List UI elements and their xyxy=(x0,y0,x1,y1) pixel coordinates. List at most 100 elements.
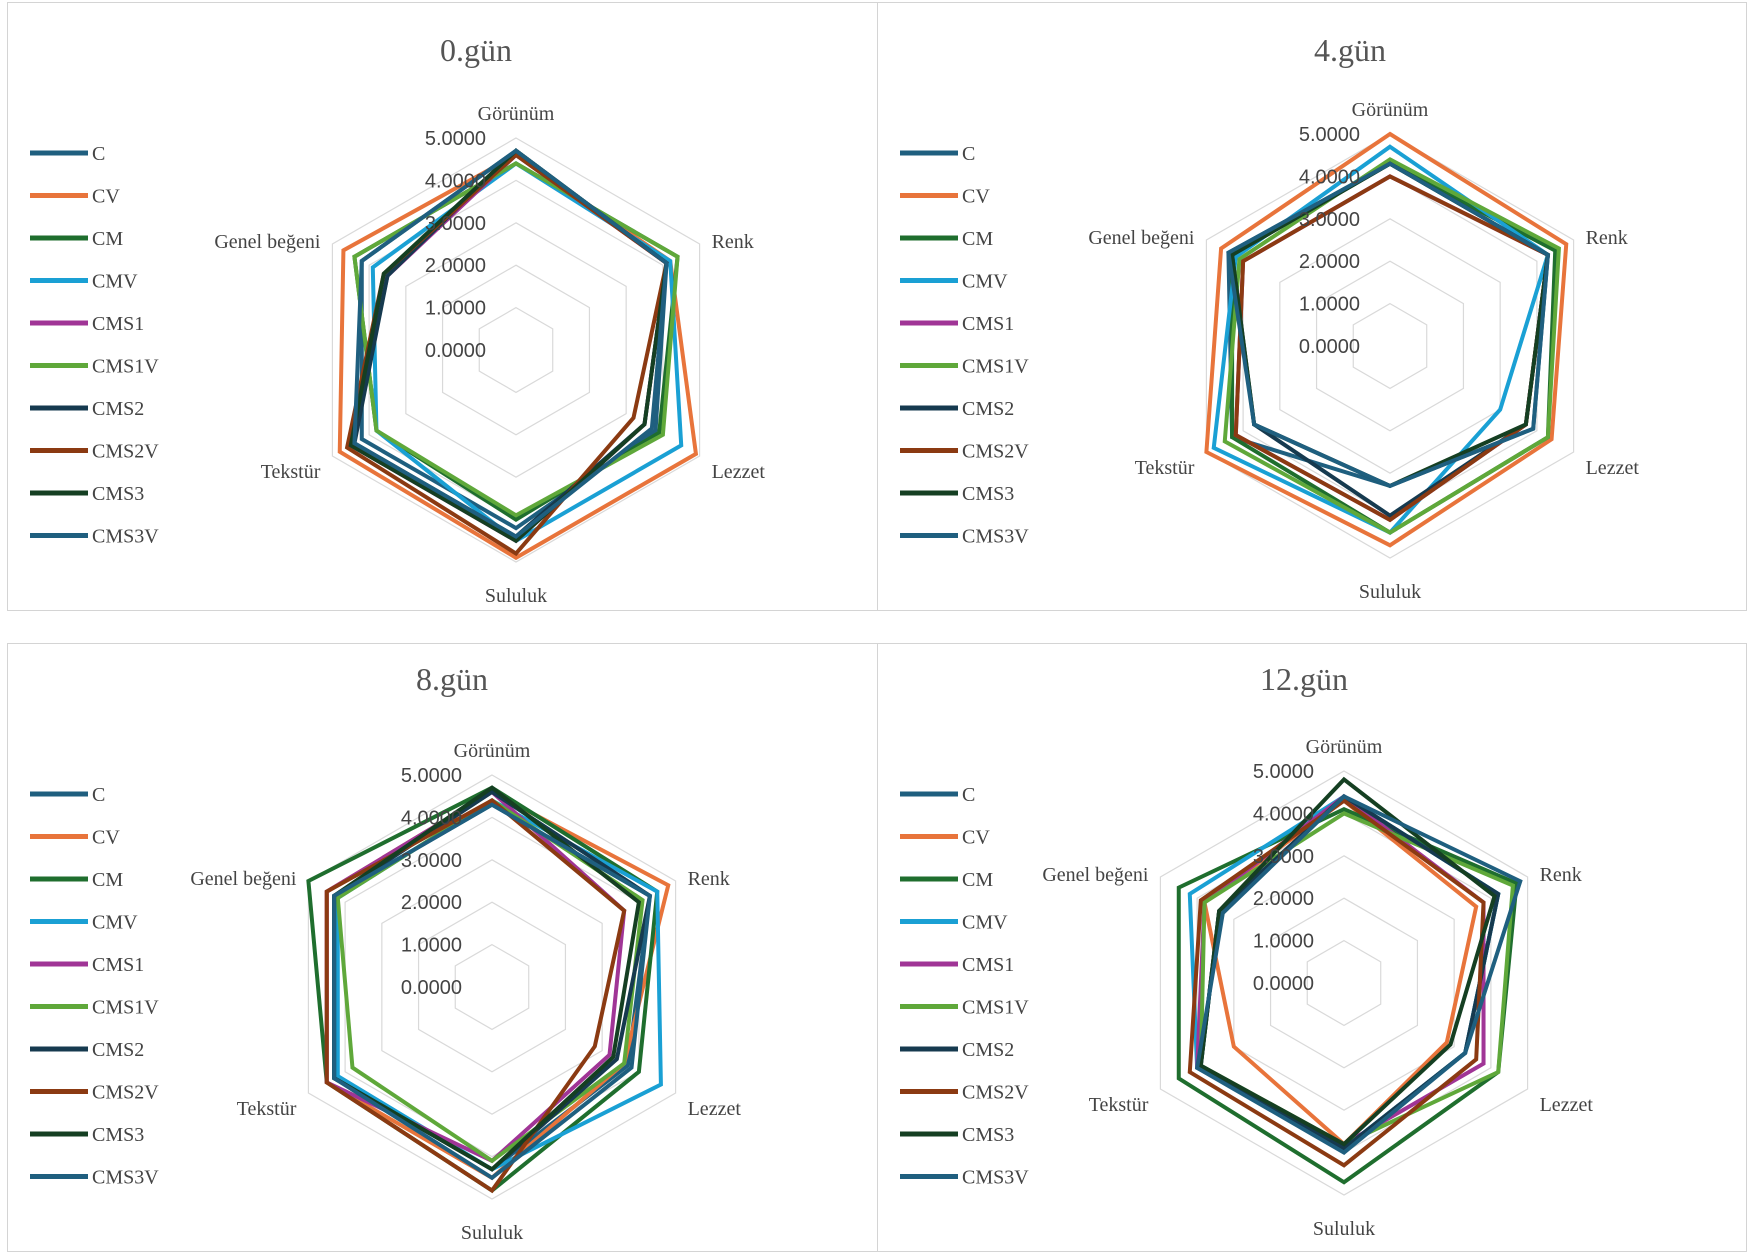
grid-ring xyxy=(1315,260,1465,432)
tick-label: 5.0000 xyxy=(401,765,462,787)
axis-label: Lezzet xyxy=(1540,1094,1594,1116)
series-cm xyxy=(1176,806,1519,1185)
legend-item: CMS3 xyxy=(92,483,144,505)
axis-label: Genel beğeni xyxy=(214,231,321,253)
radar-chart-day4: 4.gün 0.0000 1.0000 2.0000 3.0000 4.0000 5.000… xyxy=(900,32,1640,603)
grid-ring xyxy=(478,306,554,394)
radar-series xyxy=(1176,776,1523,1185)
radar-grid xyxy=(307,774,677,1200)
radar-grid xyxy=(331,137,701,563)
legend-item: CMV xyxy=(962,912,1008,934)
grid-ring xyxy=(1205,133,1575,559)
tick-label: 1.0000 xyxy=(425,298,486,320)
tick-label: 2.0000 xyxy=(401,892,462,914)
grid-ring xyxy=(1233,855,1455,1111)
tick-label: 2.0000 xyxy=(1253,888,1314,910)
legend-item: CMS2V xyxy=(92,1082,159,1104)
legend-item: CMS2 xyxy=(962,398,1014,420)
axis-label: Sululuk xyxy=(461,1222,523,1244)
tick-label: 1.0000 xyxy=(401,935,462,957)
tick-label: 3.0000 xyxy=(401,850,462,872)
radar-chart-day8: 8.gün 0.0000 1.0000 2.0000 3.0000 4.0000 5.000… xyxy=(30,661,742,1244)
grid-ring xyxy=(1352,302,1428,390)
legend-item: CV xyxy=(92,186,120,208)
tick-label: 4.0000 xyxy=(425,170,486,192)
chart-panel-day0: 0.gün 0.0000 1.0000 2.0000 3.0000 4.0000 5.000… xyxy=(7,2,879,611)
grid-ring xyxy=(1279,218,1501,474)
legend-item: C xyxy=(962,143,975,165)
legend-item: C xyxy=(92,784,105,806)
tick-label: 4.0000 xyxy=(1299,166,1360,188)
legend-item: CMS3V xyxy=(92,526,159,548)
tick-label: 5.0000 xyxy=(1253,761,1314,783)
radar-chart-day0: 0.gün 0.0000 1.0000 2.0000 3.0000 4.0000 5.000… xyxy=(30,32,766,607)
legend-item: CMS2 xyxy=(92,398,144,420)
tick-label: 1.0000 xyxy=(1299,294,1360,316)
legend: C CV CM CMV CMS1 CMS1V CMS2 CMS2V CMS3 CMS3V xyxy=(900,784,1029,1189)
radar-grid xyxy=(1159,770,1529,1196)
tick-label: 5.0000 xyxy=(1299,124,1360,146)
chart-title: 0.gün xyxy=(440,32,512,68)
grid-ring xyxy=(307,774,677,1200)
legend-item: CMS3V xyxy=(962,1167,1029,1189)
axis-label: Sululuk xyxy=(485,585,547,607)
tick-label: 0.0000 xyxy=(1253,973,1314,995)
series-cv xyxy=(337,152,699,561)
legend-item: CMS2V xyxy=(92,441,159,463)
tick-label: 2.0000 xyxy=(1299,251,1360,273)
series-cms3v xyxy=(1194,794,1523,1156)
radar-series xyxy=(306,785,671,1194)
axis-label: Lezzet xyxy=(1586,457,1640,479)
radar-chart-day12: 12.gün 0.0000 1.0000 2.0000 3.0000 4.0000 5.00… xyxy=(900,661,1594,1240)
series-c xyxy=(359,148,669,531)
grid-ring xyxy=(1159,770,1529,1196)
legend: C CV CM CMV CMS1 CMS1V CMS2 CMS2V CMS3 CMS3V xyxy=(900,143,1029,548)
legend-item: CMS3 xyxy=(962,483,1014,505)
series-cms1v xyxy=(335,798,645,1164)
series-cms2v xyxy=(324,798,627,1194)
axis-label: Renk xyxy=(1586,227,1628,249)
legend-item: CMS1 xyxy=(92,313,144,335)
legend-item: CMS1 xyxy=(962,954,1014,976)
grid-ring xyxy=(331,137,701,563)
tick-label: 0.0000 xyxy=(1299,336,1360,358)
legend-item: CMS3 xyxy=(92,1124,144,1146)
axis-label: Genel beğeni xyxy=(1042,864,1149,886)
legend-item: CMS1 xyxy=(962,313,1014,335)
series-cm xyxy=(306,785,660,1193)
grid-ring xyxy=(417,901,567,1073)
legend: C CV CM CMV CMS1 CMS1V CMS2 CMS2V CMS3 CMS3V xyxy=(30,784,159,1189)
legend-item: CMS2 xyxy=(92,1039,144,1061)
legend-item: CM xyxy=(962,869,993,891)
series-cms2v xyxy=(344,152,669,557)
tick-label: 0.0000 xyxy=(425,340,486,362)
tick-label: 4.0000 xyxy=(401,807,462,829)
legend-item: CM xyxy=(92,228,123,250)
axis-label: Tekstür xyxy=(261,461,321,483)
chart-panel-day4: 4.gün 0.0000 1.0000 2.0000 3.0000 4.0000 5.000… xyxy=(877,2,1747,611)
radar-series xyxy=(1204,131,1569,548)
series-cms2v xyxy=(1187,798,1486,1168)
legend-item: CMS3V xyxy=(962,526,1029,548)
legend-item: CMS2V xyxy=(962,1082,1029,1104)
grid-ring xyxy=(1306,939,1382,1027)
axis-label: Lezzet xyxy=(712,461,766,483)
axis-label: Sululuk xyxy=(1359,581,1421,603)
axis-label: Lezzet xyxy=(688,1098,742,1120)
legend-item: CM xyxy=(92,869,123,891)
legend-item: CMS3V xyxy=(92,1167,159,1189)
tick-label: 1.0000 xyxy=(1253,931,1314,953)
legend-item: CMS1V xyxy=(962,997,1029,1019)
axis-label: Tekstür xyxy=(1089,1094,1149,1116)
chart-title: 8.gün xyxy=(416,661,488,697)
axis-label: Renk xyxy=(712,231,754,253)
legend-item: CMV xyxy=(92,912,138,934)
legend-item: CM xyxy=(962,228,993,250)
axis-label: Tekstür xyxy=(1135,457,1195,479)
tick-label: 3.0000 xyxy=(425,213,486,235)
legend-item: CMV xyxy=(962,271,1008,293)
series-cms3v xyxy=(352,148,669,539)
legend-item: C xyxy=(962,784,975,806)
chart-title: 12.gün xyxy=(1260,661,1348,697)
legend-item: CMS1 xyxy=(92,954,144,976)
